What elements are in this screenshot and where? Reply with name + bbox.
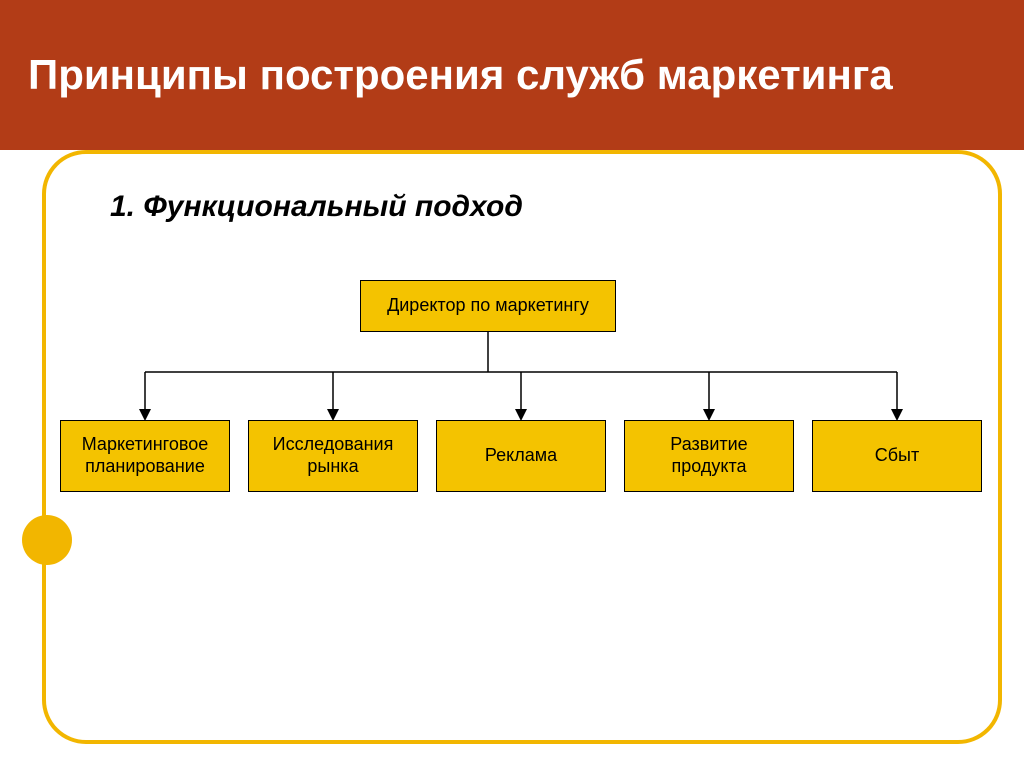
org-root-node: Директор по маркетингу (360, 280, 616, 332)
slide-title: Принципы построения служб маркетинга (28, 51, 893, 99)
org-child-node: Сбыт (812, 420, 982, 492)
title-band: Принципы построения служб маркетинга (0, 0, 1024, 150)
slide: Принципы построения служб маркетинга 1. … (0, 0, 1024, 767)
org-child-label: Сбыт (875, 445, 920, 467)
subtitle: 1. Функциональный подход (110, 190, 523, 224)
org-child-node: Исследования рынка (248, 420, 418, 492)
accent-disc (22, 515, 72, 565)
org-child-label: Маркетинговое планирование (69, 434, 221, 477)
org-child-label: Исследования рынка (257, 434, 409, 477)
org-child-label: Развитие продукта (633, 434, 785, 477)
org-child-node: Маркетинговое планирование (60, 420, 230, 492)
org-root-label: Директор по маркетингу (387, 295, 589, 317)
org-child-label: Реклама (485, 445, 557, 467)
org-child-node: Развитие продукта (624, 420, 794, 492)
org-child-node: Реклама (436, 420, 606, 492)
